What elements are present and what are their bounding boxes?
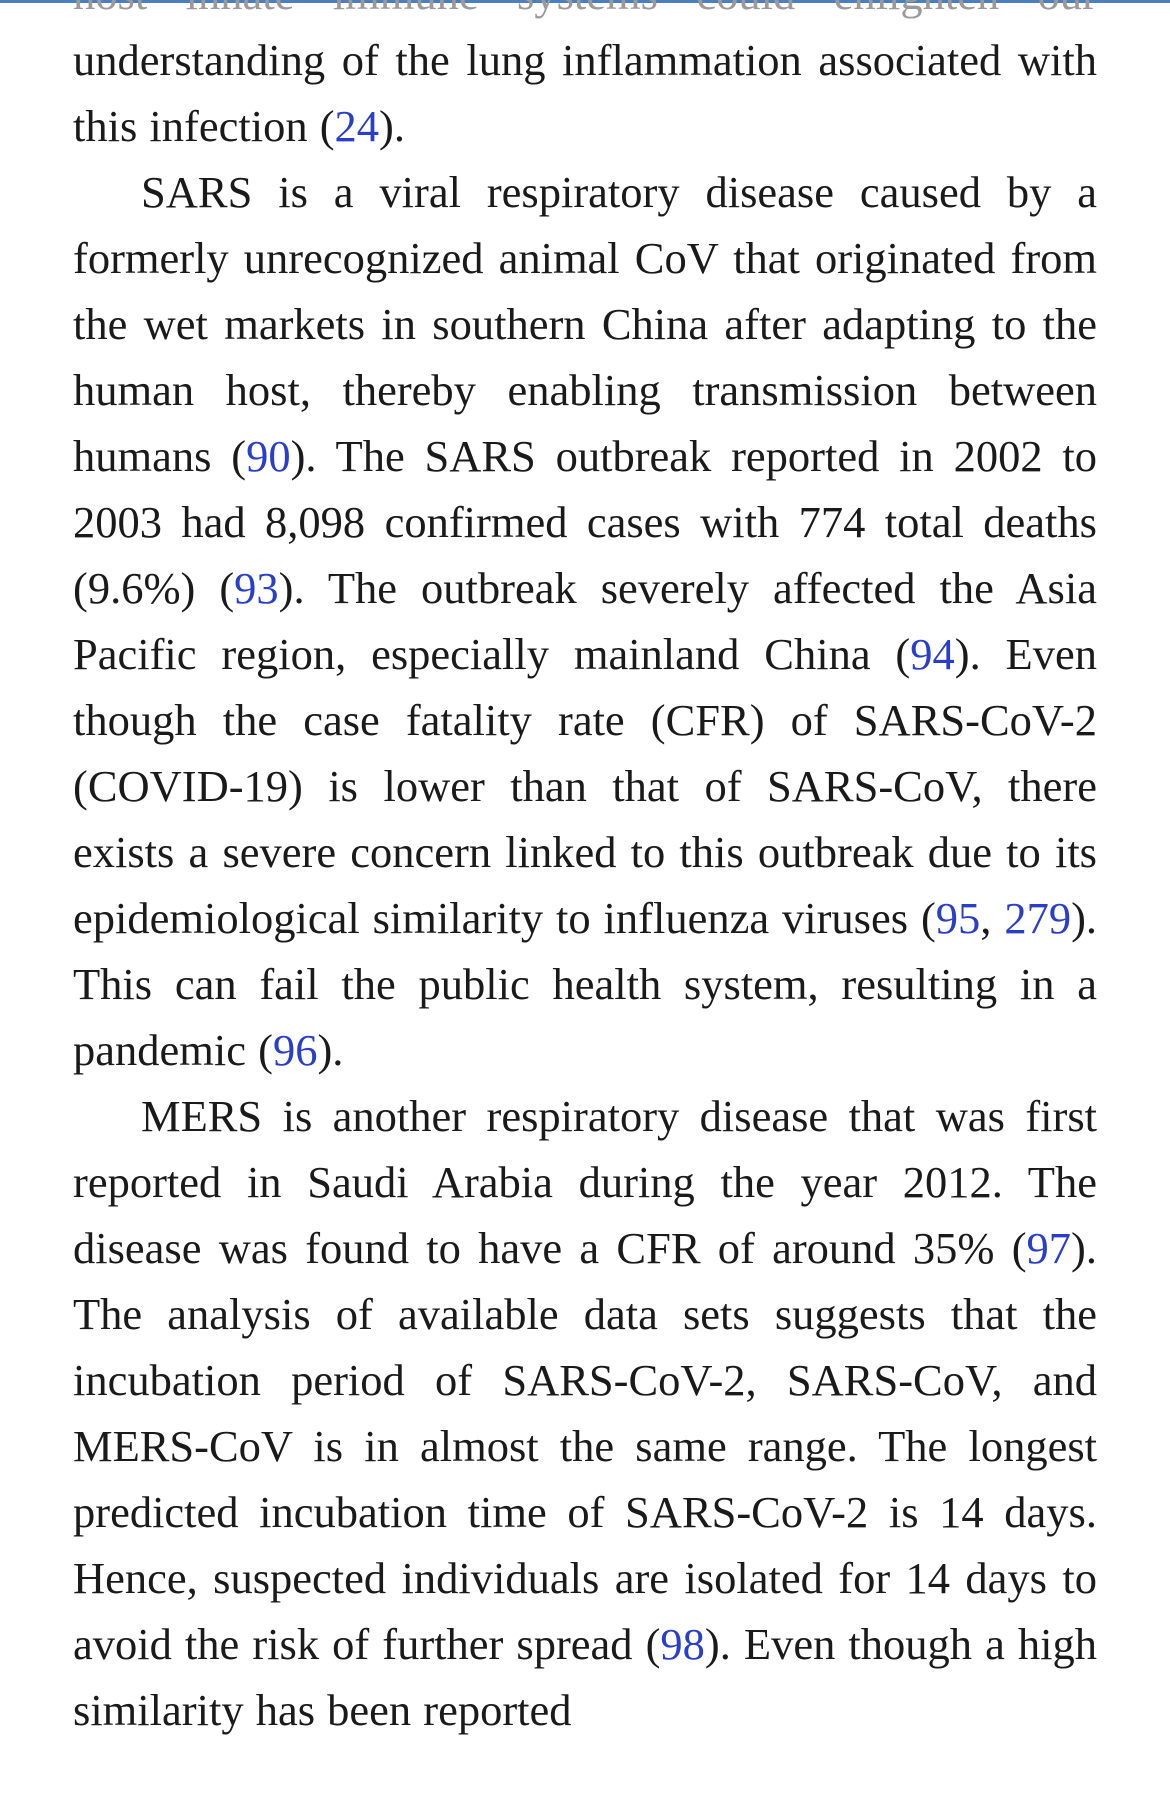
- text-segment: ). The analysis of available data sets s…: [73, 1223, 1097, 1669]
- faded-text-line: host innate immune systems could enlight…: [73, 0, 1097, 19]
- text-segment: understanding of the lung inflammation a…: [73, 35, 1097, 151]
- text-segment: ). Even though the case fatality rate (C…: [73, 629, 1097, 943]
- reference-link-96[interactable]: 96: [272, 1025, 318, 1075]
- text-segment: ).: [379, 101, 405, 151]
- reference-link-279[interactable]: 279: [1004, 893, 1072, 943]
- reference-link-95[interactable]: 95: [935, 893, 981, 943]
- text-segment: ,: [980, 893, 1005, 943]
- reference-link-90[interactable]: 90: [246, 431, 291, 481]
- text-segment: ). Even though a high similarity has bee…: [73, 1619, 1098, 1735]
- text-segment: ). The SARS outbreak reported in 2002 to…: [73, 431, 1097, 613]
- paragraph-3: MERS is another respiratory disease that…: [73, 1083, 1097, 1743]
- scroll-progress-bar: [0, 0, 1170, 3]
- text-segment: ). The outbreak severely affected the As…: [73, 563, 1097, 679]
- text-segment: SARS is a viral respiratory disease caus…: [73, 167, 1097, 481]
- text-segment: ).: [317, 1025, 344, 1075]
- reference-link-98[interactable]: 98: [660, 1619, 705, 1669]
- reference-link-94[interactable]: 94: [910, 629, 955, 679]
- paragraph-2: SARS is a viral respiratory disease caus…: [73, 159, 1097, 1083]
- paragraph-1: host innate immune systems could enlight…: [73, 0, 1097, 159]
- reference-link-97[interactable]: 97: [1026, 1223, 1072, 1273]
- reference-link-93[interactable]: 93: [234, 563, 279, 613]
- text-segment: MERS is another respiratory disease that…: [73, 1091, 1097, 1273]
- text-segment: ). This can fail the public health syste…: [73, 893, 1098, 1075]
- reference-link-24[interactable]: 24: [334, 101, 380, 151]
- article-body: host innate immune systems could enlight…: [73, 0, 1097, 1743]
